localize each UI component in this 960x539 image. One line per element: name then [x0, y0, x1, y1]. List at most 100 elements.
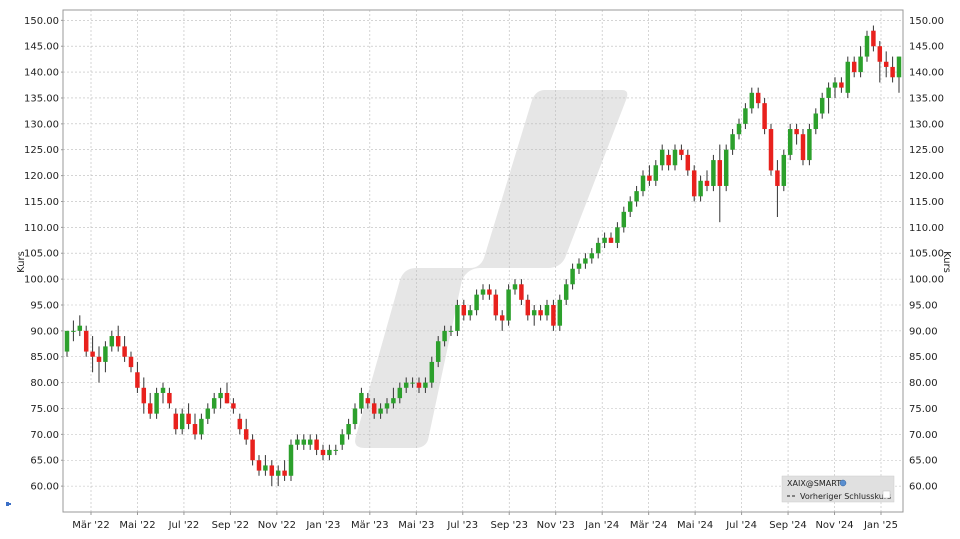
candle	[179, 408, 185, 435]
candle	[570, 263, 575, 290]
x-tick-label: Mai '23	[398, 520, 434, 531]
candle-body	[781, 154, 787, 186]
x-tick-label: Jul '23	[446, 520, 478, 531]
candle	[762, 97, 767, 135]
candle	[416, 377, 422, 393]
candle-body	[442, 330, 447, 342]
candle-body	[723, 149, 729, 186]
candle-body	[653, 165, 659, 181]
y-tick-label-left: 140.00	[24, 68, 59, 79]
candle	[295, 434, 300, 450]
candle	[839, 77, 844, 93]
candle	[211, 392, 217, 414]
candle-body	[359, 392, 364, 409]
candle-body	[775, 170, 780, 186]
candle-body	[557, 299, 563, 326]
candle	[723, 144, 729, 192]
candle-body	[768, 129, 774, 171]
y-tick-label-left: 60.00	[30, 482, 59, 493]
candle-body	[90, 351, 95, 357]
x-tick-label: Nov '24	[815, 520, 853, 531]
candle-body	[672, 149, 678, 166]
candle-body	[346, 424, 351, 435]
candle	[467, 304, 473, 321]
candle-body	[666, 154, 671, 166]
candle	[730, 129, 735, 155]
candle-body	[736, 123, 742, 135]
legend-toggle-icon[interactable]	[882, 490, 891, 499]
x-tick-label: Mär '24	[630, 520, 668, 531]
candle	[896, 56, 902, 93]
candle-body	[378, 408, 383, 414]
candle-body	[128, 356, 134, 368]
candle-body	[339, 434, 345, 445]
candle-body	[845, 61, 851, 93]
y-tick-label-left: 95.00	[30, 300, 59, 311]
candle	[736, 118, 742, 140]
candle-body	[755, 92, 761, 104]
candle-body	[800, 134, 806, 161]
candle	[403, 377, 409, 393]
candle	[563, 279, 569, 305]
candle	[602, 232, 607, 249]
candle	[864, 30, 870, 62]
candle	[275, 465, 281, 487]
candle-body	[96, 356, 102, 362]
candle	[391, 387, 396, 409]
candle	[621, 206, 627, 233]
candle-body	[237, 418, 243, 430]
candle	[525, 294, 531, 321]
candle-body	[743, 108, 748, 124]
candle-body	[429, 361, 435, 383]
candle	[480, 284, 486, 300]
candle	[141, 377, 147, 414]
candle-body	[883, 61, 889, 67]
x-tick-label: Nov '23	[537, 520, 575, 531]
candle-body	[295, 439, 300, 445]
candle	[557, 294, 563, 331]
candle-body	[320, 449, 326, 456]
candle-body	[576, 263, 582, 269]
candle-body	[704, 180, 710, 186]
candle-body	[621, 211, 627, 228]
candle-body	[403, 382, 409, 388]
candle-body	[512, 284, 518, 290]
candle-body	[154, 392, 159, 414]
candle-body	[307, 439, 313, 445]
candle	[77, 315, 83, 337]
candle-body	[506, 289, 511, 321]
candle-body	[730, 134, 735, 150]
y-tick-label-left: 115.00	[24, 197, 59, 208]
y-tick-label-left: 125.00	[24, 145, 59, 156]
candle	[807, 123, 812, 166]
candle	[307, 434, 313, 450]
candle-body	[711, 160, 716, 186]
y-tick-label-right: 70.00	[909, 430, 938, 441]
x-tick-label: Jan '24	[584, 520, 619, 531]
candle	[608, 232, 614, 243]
candle	[423, 377, 428, 393]
candle-body	[109, 336, 115, 347]
candle-body	[787, 129, 793, 155]
x-tick-label: Sep '24	[769, 520, 807, 531]
candle-body	[525, 299, 531, 316]
candle	[711, 154, 716, 192]
candle-body	[807, 129, 812, 161]
y-tick-label-right: 80.00	[909, 378, 938, 389]
y-tick-label-right: 135.00	[909, 93, 944, 104]
candle-body	[455, 304, 460, 331]
candle-body	[71, 330, 76, 332]
globe-icon[interactable]	[839, 479, 847, 487]
candle-body	[416, 382, 422, 388]
candle-body	[685, 154, 691, 171]
candle-body	[205, 408, 211, 419]
y-tick-label-left: 150.00	[24, 16, 59, 27]
candle-body	[583, 258, 588, 264]
candle	[250, 434, 255, 466]
plot-frame	[62, 9, 904, 513]
y-tick-label-left: 110.00	[24, 223, 59, 234]
candle-body	[410, 382, 415, 384]
y-tick-label-right: 115.00	[909, 197, 944, 208]
candle-body	[570, 268, 575, 285]
candle-body	[627, 201, 633, 212]
